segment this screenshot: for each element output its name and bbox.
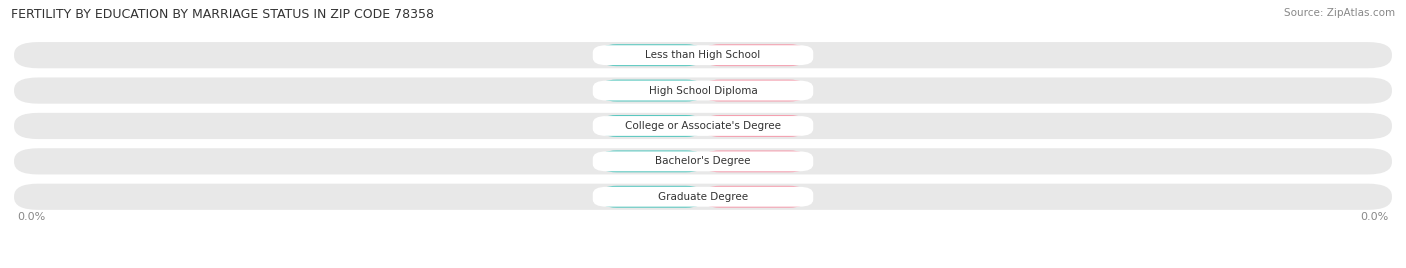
- Text: College or Associate's Degree: College or Associate's Degree: [626, 121, 780, 131]
- FancyBboxPatch shape: [599, 115, 703, 137]
- Text: Graduate Degree: Graduate Degree: [658, 192, 748, 202]
- Text: 0.0%: 0.0%: [637, 85, 666, 96]
- Text: Bachelor's Degree: Bachelor's Degree: [655, 156, 751, 166]
- FancyBboxPatch shape: [593, 151, 813, 171]
- FancyBboxPatch shape: [14, 184, 1392, 210]
- Text: 0.0%: 0.0%: [1360, 211, 1389, 222]
- FancyBboxPatch shape: [703, 150, 807, 172]
- FancyBboxPatch shape: [599, 150, 703, 172]
- FancyBboxPatch shape: [703, 186, 807, 208]
- FancyBboxPatch shape: [14, 148, 1392, 174]
- Text: Source: ZipAtlas.com: Source: ZipAtlas.com: [1284, 8, 1395, 18]
- Text: 0.0%: 0.0%: [740, 121, 769, 131]
- Text: 0.0%: 0.0%: [637, 50, 666, 60]
- FancyBboxPatch shape: [599, 44, 703, 66]
- Text: 0.0%: 0.0%: [17, 211, 46, 222]
- Text: 0.0%: 0.0%: [740, 192, 769, 202]
- Text: 0.0%: 0.0%: [740, 85, 769, 96]
- Text: 0.0%: 0.0%: [637, 192, 666, 202]
- FancyBboxPatch shape: [14, 77, 1392, 104]
- FancyBboxPatch shape: [593, 116, 813, 136]
- FancyBboxPatch shape: [593, 81, 813, 100]
- Text: Less than High School: Less than High School: [645, 50, 761, 60]
- Text: High School Diploma: High School Diploma: [648, 85, 758, 96]
- Text: 0.0%: 0.0%: [637, 156, 666, 166]
- FancyBboxPatch shape: [599, 80, 703, 102]
- FancyBboxPatch shape: [14, 113, 1392, 139]
- FancyBboxPatch shape: [593, 187, 813, 207]
- Text: 0.0%: 0.0%: [740, 50, 769, 60]
- FancyBboxPatch shape: [14, 42, 1392, 68]
- Text: 0.0%: 0.0%: [637, 121, 666, 131]
- FancyBboxPatch shape: [599, 186, 703, 208]
- FancyBboxPatch shape: [593, 45, 813, 65]
- FancyBboxPatch shape: [703, 44, 807, 66]
- FancyBboxPatch shape: [703, 80, 807, 102]
- Text: 0.0%: 0.0%: [740, 156, 769, 166]
- FancyBboxPatch shape: [703, 115, 807, 137]
- Text: FERTILITY BY EDUCATION BY MARRIAGE STATUS IN ZIP CODE 78358: FERTILITY BY EDUCATION BY MARRIAGE STATU…: [11, 8, 434, 21]
